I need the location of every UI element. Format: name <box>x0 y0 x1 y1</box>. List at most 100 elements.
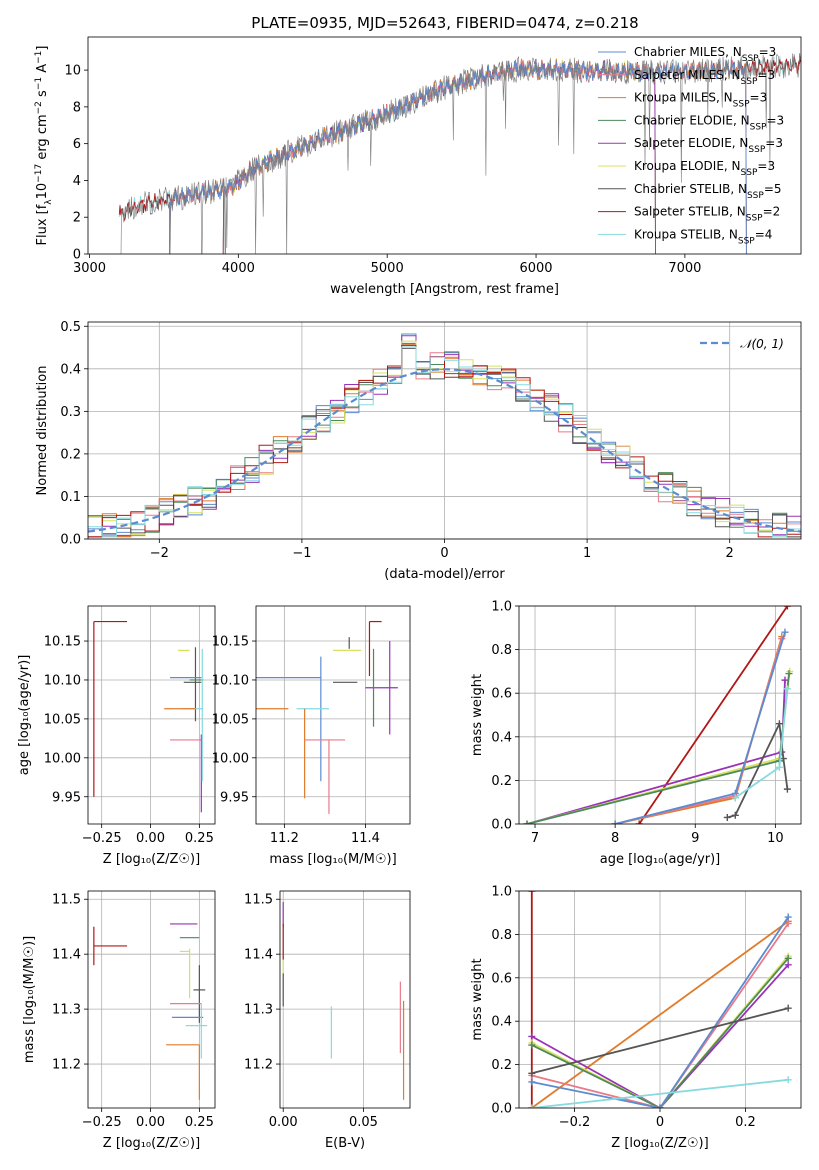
x-tick-label: −2 <box>150 546 169 561</box>
legend-label: Salpeter STELIB, NSSP=2 <box>634 205 780 224</box>
axes-frame <box>87 605 216 825</box>
y-tick-label: 10.05 <box>212 712 249 727</box>
y-tick-label: 1.0 <box>491 600 512 615</box>
mass-weight-marker <box>784 913 792 921</box>
mass-weight-line <box>531 957 789 1108</box>
x-tick-label: 4000 <box>222 261 255 276</box>
mass-weight-line <box>526 680 786 824</box>
x-tick-label: 7 <box>531 831 539 846</box>
mass-weight-marker <box>775 720 783 728</box>
mass-weight-marker <box>635 820 643 824</box>
x-tick-label: 0.00 <box>136 1115 165 1130</box>
x-tick-label: 7000 <box>668 261 701 276</box>
legend-label: 𝒩(0, 1) <box>740 337 784 351</box>
mass-weight-marker <box>784 1076 792 1084</box>
y-tick-label: 0.2 <box>60 447 81 462</box>
y-tick-label: 1.0 <box>491 885 512 900</box>
y-tick-label: 11.2 <box>52 1058 81 1073</box>
y-tick-label: 10 <box>64 64 81 79</box>
mass-weight-marker <box>731 811 739 819</box>
x-tick-label: 9 <box>691 831 699 846</box>
y-tick-label: 0.5 <box>60 320 81 335</box>
y-axis-label: mass [log₁₀(M/M☉)] <box>22 936 37 1063</box>
mass-weight-marker <box>528 1041 536 1049</box>
y-tick-label: 0.8 <box>491 643 512 658</box>
y-tick-label: 0.3 <box>60 405 81 420</box>
y-tick-label: 6 <box>73 137 81 152</box>
mass-weight-line <box>531 964 789 1108</box>
y-tick-label: 9.95 <box>220 790 249 805</box>
x-tick-label: 8 <box>611 831 619 846</box>
mass-weight-marker <box>783 785 791 793</box>
figure-title: PLATE=0935, MJD=52643, FIBERID=0474, z=0… <box>251 14 638 32</box>
x-tick-label: −0.2 <box>559 1115 591 1130</box>
mass-weight-line <box>531 1078 789 1108</box>
plot-area <box>528 891 792 1108</box>
mass-weight-marker <box>528 1032 536 1040</box>
x-tick-label: 1 <box>583 546 591 561</box>
x-tick-label: 0 <box>440 546 448 561</box>
x-axis-label: Z [log₁₀(Z/Z☉)] <box>103 1136 200 1151</box>
legend-label: Salpeter MILES, NSSP=3 <box>634 68 775 87</box>
axes-frame <box>87 890 216 1109</box>
y-tick-label: 10.15 <box>44 635 81 650</box>
axes-frame <box>518 605 802 825</box>
plot-area <box>93 620 204 813</box>
x-tick-label: 0.00 <box>136 831 165 846</box>
y-tick-label: 0.4 <box>491 730 512 745</box>
mass-weight-marker <box>783 685 791 693</box>
y-tick-label: 0.2 <box>491 1058 512 1073</box>
normal-reference-curve <box>88 368 801 533</box>
x-tick-label: 0.25 <box>185 831 214 846</box>
y-tick-label: 0 <box>73 248 81 263</box>
plot-area <box>256 620 398 814</box>
mass-vs-Z-panel: −0.25 0.00 0.25 11.2 11.3 11.4 11.5 Z [log₁₀(Z/… <box>22 890 216 1151</box>
x-tick-label: 11.2 <box>270 831 299 846</box>
mass-weight-line <box>638 606 789 824</box>
y-tick-label: 0.4 <box>60 362 81 377</box>
axes-frame <box>87 36 802 255</box>
x-tick-label: −0.25 <box>82 831 122 846</box>
x-axis-label: E(B-V) <box>325 1136 365 1151</box>
y-tick-label: 10.00 <box>212 751 249 766</box>
x-tick-label: 11.4 <box>351 831 380 846</box>
spectrum-legend: Chabrier MILES, NSSP=3 Salpeter MILES, NS… <box>598 45 784 246</box>
x-tick-label: 10 <box>767 831 784 846</box>
mass-weight-marker <box>528 1078 536 1086</box>
y-tick-label: 11.5 <box>52 893 81 908</box>
mass-weight-vs-age-panel: 7 8 9 10 0.0 0.2 0.4 0.6 0.8 1.0 age [log₁₀(age/yr… <box>470 600 802 867</box>
y-tick-label: 0.0 <box>491 818 512 833</box>
residuals-panel: −2 −1 0 1 2 0.0 0.1 0.2 0.3 0.4 0.5 (data-model)/er… <box>35 320 802 582</box>
mass-weight-marker <box>528 1104 536 1108</box>
x-tick-label: 3000 <box>73 261 106 276</box>
y-axis-label: mass weight <box>470 958 485 1040</box>
residual-histogram-step <box>88 347 801 538</box>
mass-weight-line <box>531 955 789 1108</box>
x-axis-label: (data-model)/error <box>384 567 505 582</box>
y-tick-label: 11.3 <box>244 1003 273 1018</box>
y-axis-label: mass weight <box>470 674 485 756</box>
x-tick-label: 0.05 <box>349 1115 378 1130</box>
y-axis-label: Normed distribution <box>35 366 50 496</box>
mass-weight-marker <box>784 920 792 928</box>
spectrum-panel: 3000 4000 5000 6000 7000 0 2 4 6 8 10 wavelength [A… <box>34 36 802 297</box>
y-tick-label: 0.6 <box>491 971 512 986</box>
y-tick-label: 4 <box>73 174 81 189</box>
x-axis-label: age [log₁₀(age/yr)] <box>600 852 721 867</box>
x-tick-label: 0.25 <box>185 1115 214 1130</box>
observed-spectrum-line <box>120 52 801 254</box>
mass-weight-line <box>531 1007 789 1075</box>
y-tick-label: 0.2 <box>491 774 512 789</box>
legend-label: Kroupa ELODIE, NSSP=3 <box>634 159 775 178</box>
y-tick-label: 0.0 <box>491 1102 512 1117</box>
x-tick-label: −1 <box>292 546 311 561</box>
y-tick-label: 11.2 <box>244 1058 273 1073</box>
residual-legend: 𝒩(0, 1) <box>700 337 784 351</box>
mass-weight-marker <box>611 820 619 824</box>
mass-weight-line <box>531 920 789 1108</box>
x-tick-label: −0.25 <box>82 1115 122 1130</box>
y-tick-label: 10.10 <box>44 673 81 688</box>
y-axis-label-flux: Flux [fλ10−17 erg cm−2 s−1 A−1] <box>34 46 54 246</box>
y-tick-label: 10.10 <box>212 673 249 688</box>
